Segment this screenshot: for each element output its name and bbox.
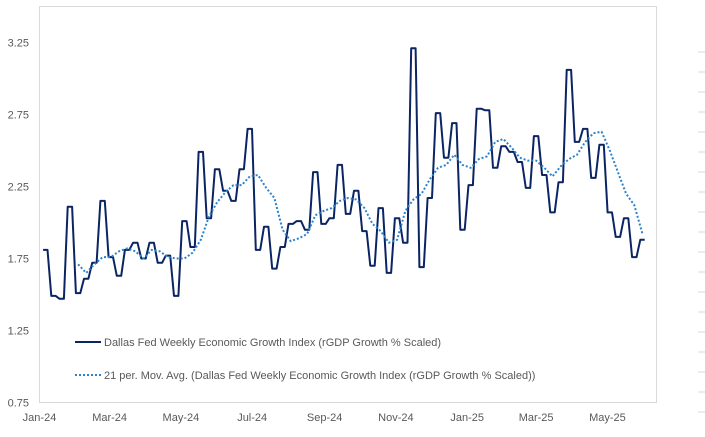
legend-label-index: Dallas Fed Weekly Economic Growth Index … xyxy=(104,337,441,349)
x-tick-label: Mar-24 xyxy=(92,412,127,424)
x-tick-label: Jan-25 xyxy=(450,412,484,424)
secondary-axis-tick-marks xyxy=(698,51,705,413)
y-tick-label: 2.25 xyxy=(8,182,29,194)
x-tick-label: Jan-24 xyxy=(23,412,57,424)
x-tick-label: Nov-24 xyxy=(378,412,413,424)
y-tick-label: 2.75 xyxy=(8,110,29,122)
y-axis: 0.75 1.25 1.75 2.25 2.75 3.25 xyxy=(8,38,29,410)
y-tick-label: 0.75 xyxy=(8,398,29,410)
series-lines xyxy=(43,47,645,300)
x-axis: Jan-24 Mar-24 May-24 Jul-24 Sep-24 Nov-24 Jan-… xyxy=(23,412,626,424)
y-tick-label: 1.75 xyxy=(8,254,29,266)
series-line-moving-average xyxy=(77,130,644,274)
legend: Dallas Fed Weekly Economic Growth Index … xyxy=(75,337,535,382)
legend-label-moving-average: 21 per. Mov. Avg. (Dallas Fed Weekly Eco… xyxy=(104,370,535,382)
plot-area xyxy=(39,6,657,403)
y-tick-label: 1.25 xyxy=(8,326,29,338)
x-tick-label: Sep-24 xyxy=(307,412,342,424)
y-tick-label: 3.25 xyxy=(8,38,29,50)
x-tick-label: May-25 xyxy=(589,412,626,424)
x-tick-label: May-24 xyxy=(163,412,200,424)
x-tick-label: Jul-24 xyxy=(237,412,267,424)
x-tick-label: Mar-25 xyxy=(519,412,554,424)
